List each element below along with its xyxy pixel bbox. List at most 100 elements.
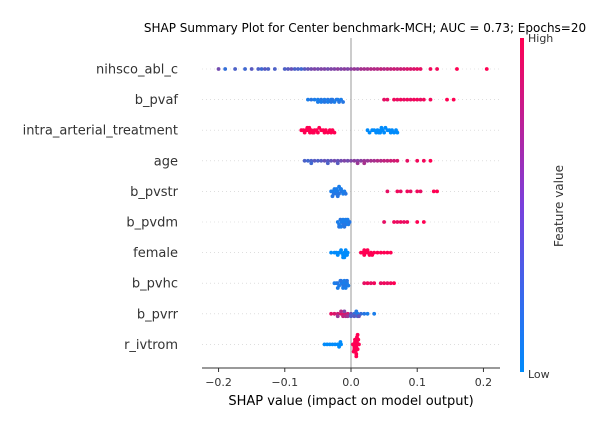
shap-point bbox=[428, 67, 433, 71]
shap-point bbox=[332, 158, 337, 163]
shap-point bbox=[382, 97, 387, 102]
shap-point bbox=[392, 281, 396, 286]
shap-point bbox=[306, 67, 310, 71]
shap-point bbox=[302, 67, 307, 71]
shap-point bbox=[367, 130, 372, 135]
shap-point bbox=[385, 189, 390, 194]
feature-label: b_pvdm bbox=[126, 216, 178, 231]
shap-point bbox=[365, 281, 370, 286]
shap-point bbox=[315, 100, 320, 104]
shap-point bbox=[342, 158, 347, 163]
shap-point bbox=[378, 158, 383, 163]
shap-point bbox=[263, 67, 267, 71]
shap-point bbox=[357, 314, 361, 319]
shap-point bbox=[382, 220, 387, 224]
shap-point bbox=[256, 67, 261, 71]
shap-point bbox=[385, 250, 390, 255]
shap-point bbox=[398, 189, 403, 194]
shap-point bbox=[362, 281, 367, 286]
feature-label: b_pvrr bbox=[137, 307, 179, 322]
shap-point bbox=[341, 100, 345, 104]
shap-point bbox=[329, 311, 334, 316]
shap-point bbox=[335, 194, 340, 199]
shap-point bbox=[362, 67, 367, 71]
shap-point bbox=[375, 158, 380, 163]
shap-point bbox=[378, 130, 383, 135]
shap-point bbox=[412, 67, 416, 71]
shap-point bbox=[343, 191, 348, 196]
shap-point bbox=[339, 248, 343, 253]
shap-point bbox=[325, 342, 330, 347]
shap-point bbox=[395, 189, 400, 194]
shap-point bbox=[353, 337, 357, 342]
x-tick-label: 0.2 bbox=[475, 376, 493, 389]
shap-point bbox=[359, 67, 363, 71]
feature-label: b_pvhc bbox=[132, 277, 178, 292]
shap-point bbox=[343, 248, 348, 253]
shap-point bbox=[408, 189, 413, 194]
shap-point bbox=[355, 67, 360, 71]
shap-point bbox=[418, 67, 423, 71]
shap-point bbox=[329, 67, 334, 71]
shap-point bbox=[216, 67, 221, 71]
shap-point bbox=[435, 67, 439, 71]
feature-label: b_pvstr bbox=[130, 185, 179, 200]
shap-point bbox=[385, 158, 390, 163]
shap-point bbox=[266, 67, 271, 71]
feature-label: r_ivtrom bbox=[124, 338, 178, 353]
shap-point bbox=[286, 67, 290, 71]
shap-point bbox=[302, 130, 307, 135]
shap-point bbox=[372, 311, 377, 316]
shap-point bbox=[415, 67, 420, 71]
shap-point bbox=[421, 97, 426, 102]
shap-point bbox=[335, 314, 340, 319]
shap-point bbox=[354, 309, 359, 314]
shap-point bbox=[388, 250, 393, 255]
shap-point bbox=[346, 283, 351, 288]
shap-point bbox=[322, 100, 327, 104]
shap-point bbox=[337, 184, 341, 189]
feature-label: b_pvaf bbox=[135, 93, 179, 108]
shap-point bbox=[349, 158, 353, 163]
shap-point bbox=[415, 97, 420, 102]
shap-point bbox=[315, 158, 320, 163]
shap-point bbox=[339, 158, 343, 163]
shap-point bbox=[345, 278, 349, 283]
shap-point bbox=[408, 67, 413, 71]
shap-point bbox=[315, 67, 320, 71]
shap-point bbox=[435, 189, 439, 194]
shap-point bbox=[334, 187, 339, 191]
shap-point bbox=[388, 67, 393, 71]
shap-point bbox=[345, 314, 350, 319]
shap-point bbox=[339, 224, 343, 229]
shap-point bbox=[332, 67, 337, 71]
shap-point bbox=[372, 67, 377, 71]
colorbar-title: Feature value bbox=[552, 165, 566, 247]
shap-point bbox=[382, 158, 387, 163]
shap-point bbox=[455, 67, 459, 71]
colorbar bbox=[520, 38, 524, 372]
shap-point bbox=[382, 67, 387, 71]
shap-point bbox=[405, 220, 410, 224]
shap-point bbox=[330, 194, 335, 199]
shap-point bbox=[339, 278, 343, 283]
feature-labels: nihsco_abl_c b_pvaf intra_arterial_treatme… bbox=[23, 63, 179, 353]
shap-point bbox=[319, 67, 324, 71]
shap-point bbox=[385, 281, 390, 286]
shap-point bbox=[365, 67, 370, 71]
shap-point bbox=[392, 67, 396, 71]
shap-point bbox=[312, 130, 316, 135]
shap-point bbox=[428, 97, 433, 102]
shap-point bbox=[342, 309, 347, 314]
shap-point bbox=[368, 158, 373, 163]
shap-point bbox=[329, 250, 334, 255]
x-tick-label: −0.1 bbox=[271, 376, 298, 389]
shap-point bbox=[349, 67, 353, 71]
shap-point bbox=[352, 67, 357, 71]
shap-point bbox=[408, 97, 413, 102]
shap-point bbox=[375, 250, 380, 255]
shap-point bbox=[306, 97, 310, 102]
shap-point bbox=[345, 158, 350, 163]
shap-points bbox=[216, 67, 489, 359]
shap-point bbox=[341, 217, 345, 222]
